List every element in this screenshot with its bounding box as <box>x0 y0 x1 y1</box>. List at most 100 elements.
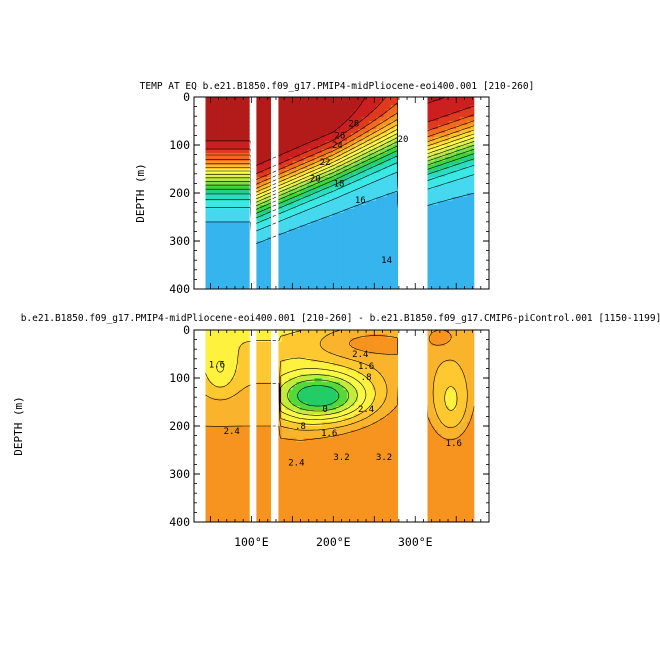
contour-cell <box>278 181 283 186</box>
contour-cell <box>256 261 261 266</box>
contour-cell <box>336 418 341 423</box>
contour-cell <box>314 450 319 455</box>
contour-cell <box>321 518 326 522</box>
contour-cell <box>310 281 316 286</box>
contour-cell <box>383 265 388 270</box>
contour-cell <box>452 233 457 238</box>
contour-cell <box>241 518 247 522</box>
contour-cell <box>332 241 337 246</box>
contour-cell <box>347 434 352 439</box>
contour-cell <box>321 129 326 134</box>
contour-cell <box>285 362 290 367</box>
contour-cell <box>227 470 232 475</box>
contour-cell <box>358 366 363 371</box>
contour-cell <box>336 137 341 142</box>
contour-cell <box>336 422 341 427</box>
contour-cell <box>263 442 268 447</box>
contour-cell <box>354 245 359 250</box>
contour-cell <box>267 438 272 443</box>
contour-cell <box>332 109 337 114</box>
contour-cell <box>234 201 239 206</box>
contour-cell <box>437 257 443 262</box>
contour-cell <box>427 121 432 126</box>
contour-cell <box>256 450 261 455</box>
contour-cell <box>245 422 250 427</box>
contour-cell <box>328 141 334 146</box>
contour-cell <box>347 145 352 150</box>
contour-cell <box>445 205 450 210</box>
contour-cell <box>296 370 301 375</box>
contour-cell <box>241 257 247 262</box>
contour-cell <box>292 281 297 286</box>
contour-cell <box>434 101 439 106</box>
contour-cell <box>256 438 261 443</box>
contour-cell <box>220 370 225 375</box>
contour-cell <box>209 506 214 511</box>
contour-cell <box>289 177 294 182</box>
contour-cell <box>234 358 239 363</box>
contour-cell <box>245 346 250 351</box>
contour-cell <box>390 209 395 214</box>
contour-cell <box>390 201 395 206</box>
contour-cell <box>314 406 319 411</box>
contour-cell <box>296 366 301 371</box>
contour-cell <box>209 430 214 435</box>
contour-cell <box>427 153 432 158</box>
contour-cell <box>227 261 232 266</box>
contour-cell <box>310 426 316 431</box>
contour-cell <box>336 165 341 170</box>
contour-cell <box>285 141 290 146</box>
contour-cell <box>267 454 272 459</box>
contour-cell <box>227 257 232 262</box>
contour-cell <box>245 149 250 154</box>
contour-cell <box>463 257 468 262</box>
contour-cell <box>332 426 337 431</box>
contour-cell <box>241 462 247 467</box>
contour-cell <box>281 253 286 258</box>
contour-cell <box>361 281 366 286</box>
contour-cell <box>350 350 355 355</box>
contour-cell <box>212 430 217 435</box>
contour-cell <box>238 285 243 289</box>
contour-cell <box>336 269 341 274</box>
contour-cell <box>216 253 221 258</box>
contour-cell <box>314 430 319 435</box>
contour-cell <box>328 418 334 423</box>
contour-cell <box>434 165 439 170</box>
contour-cell <box>372 177 377 182</box>
contour-cell <box>278 101 283 106</box>
contour-cell <box>321 346 326 351</box>
contour-cell <box>372 101 377 106</box>
contour-cell <box>365 109 370 114</box>
contour-cell <box>241 121 247 126</box>
contour-cell <box>256 177 261 182</box>
contour-cell <box>263 466 268 471</box>
contour-cell <box>227 402 232 407</box>
contour-cell <box>227 137 232 142</box>
contour-cell <box>339 378 345 383</box>
contour-cell <box>292 161 297 166</box>
contour-cell <box>430 225 435 230</box>
contour-cell <box>212 129 217 134</box>
contour-cell <box>459 113 464 118</box>
contour-cell <box>350 117 355 122</box>
contour-cell <box>318 410 323 415</box>
contour-cell <box>365 205 370 210</box>
contour-cell <box>281 474 286 479</box>
contour-cell <box>263 430 268 435</box>
contour-cell <box>209 362 214 367</box>
contour-cell <box>376 173 381 178</box>
contour-cell <box>318 149 323 154</box>
contour-cell <box>456 165 461 170</box>
contour-cell <box>230 506 236 511</box>
contour-cell <box>285 430 290 435</box>
contour-cell <box>463 201 468 206</box>
contour-cell <box>354 113 359 118</box>
contour-cell <box>216 273 221 278</box>
contour-cell <box>281 105 286 110</box>
contour-cell <box>456 113 461 118</box>
contour-cell <box>339 518 345 522</box>
contour-cell <box>379 121 385 126</box>
contour-cell <box>321 494 326 499</box>
contour-cell <box>325 165 330 170</box>
